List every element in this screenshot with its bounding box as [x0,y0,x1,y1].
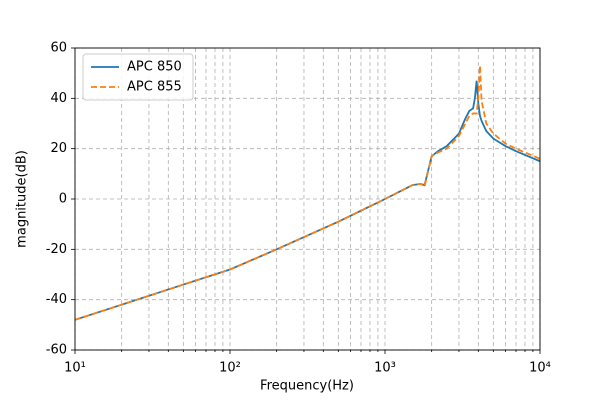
y-tick-label: -40 [46,292,67,307]
x-tick-label: 10³ [374,361,396,376]
x-tick-label: 10¹ [64,361,86,376]
legend-label: APC 850 [127,60,182,75]
x-tick-label: 10⁴ [529,361,551,376]
y-tick-label: -20 [46,242,67,257]
y-tick-label: 40 [50,91,67,106]
y-axis-label: magnitude(dB) [15,150,30,248]
legend-label: APC 855 [127,80,182,95]
legend-box [82,53,194,101]
series-line [74,80,541,321]
series-line [74,65,541,321]
y-tick-label: -60 [46,343,67,358]
y-tick-label: 60 [50,41,67,56]
plot-frame [74,47,541,351]
x-tick-label: 10² [219,361,241,376]
y-tick-label: 20 [50,141,67,156]
legend: APC 850 APC 855 [82,53,194,101]
x-axis-label: Frequency(Hz) [260,379,354,394]
y-tick-label: 0 [59,192,67,207]
